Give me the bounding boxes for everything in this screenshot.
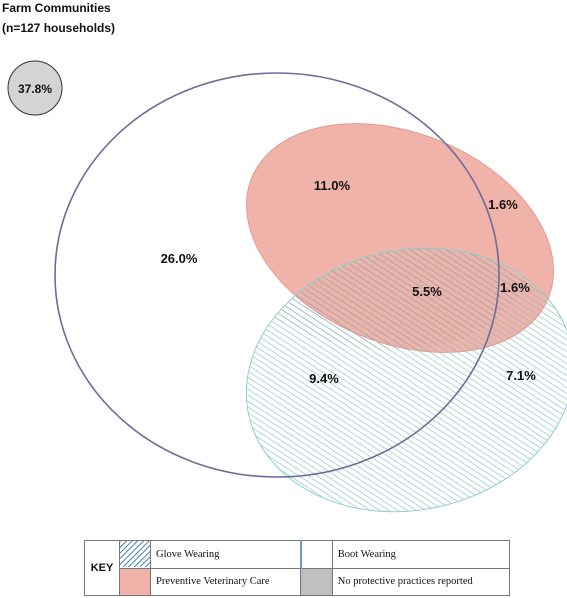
key-vet-label: Preventive Veterinary Care (149, 567, 302, 596)
key-glove-label: Glove Wearing (149, 540, 302, 569)
vet-swatch (119, 567, 151, 596)
label-boot-glove: 9.4% (309, 371, 339, 386)
boot-swatch (299, 540, 333, 569)
none-swatch (300, 567, 333, 596)
none-reported-label: 37.8% (18, 82, 52, 96)
vet-glove-overlap (246, 248, 547, 375)
label-vet-only: 1.6% (488, 197, 518, 212)
chart-title: Farm Communities (2, 1, 111, 15)
label-vet-glove: 1.6% (500, 280, 530, 295)
boot-set (54, 72, 500, 478)
label-all-three: 5.5% (412, 284, 442, 299)
chart-subtitle: (n=127 households) (2, 21, 116, 35)
venn-diagram: 37.8% 26.0% 11.0% 1.6% 5.5% 1.6% 9.4% 7.… (7, 60, 567, 513)
label-boot-only: 26.0% (161, 251, 198, 266)
glove-swatch (119, 540, 151, 569)
key-none-label: No protective practices reported (331, 567, 511, 596)
key-boot-label: Boot Wearing (331, 540, 511, 569)
label-glove-only: 7.1% (506, 368, 536, 383)
label-boot-vet: 11.0% (314, 178, 351, 193)
legend-key: KEY Glove Wearing Boot Wearing Preventiv… (84, 540, 511, 596)
key-heading: KEY (84, 540, 120, 596)
none-reported-circle (7, 60, 63, 116)
